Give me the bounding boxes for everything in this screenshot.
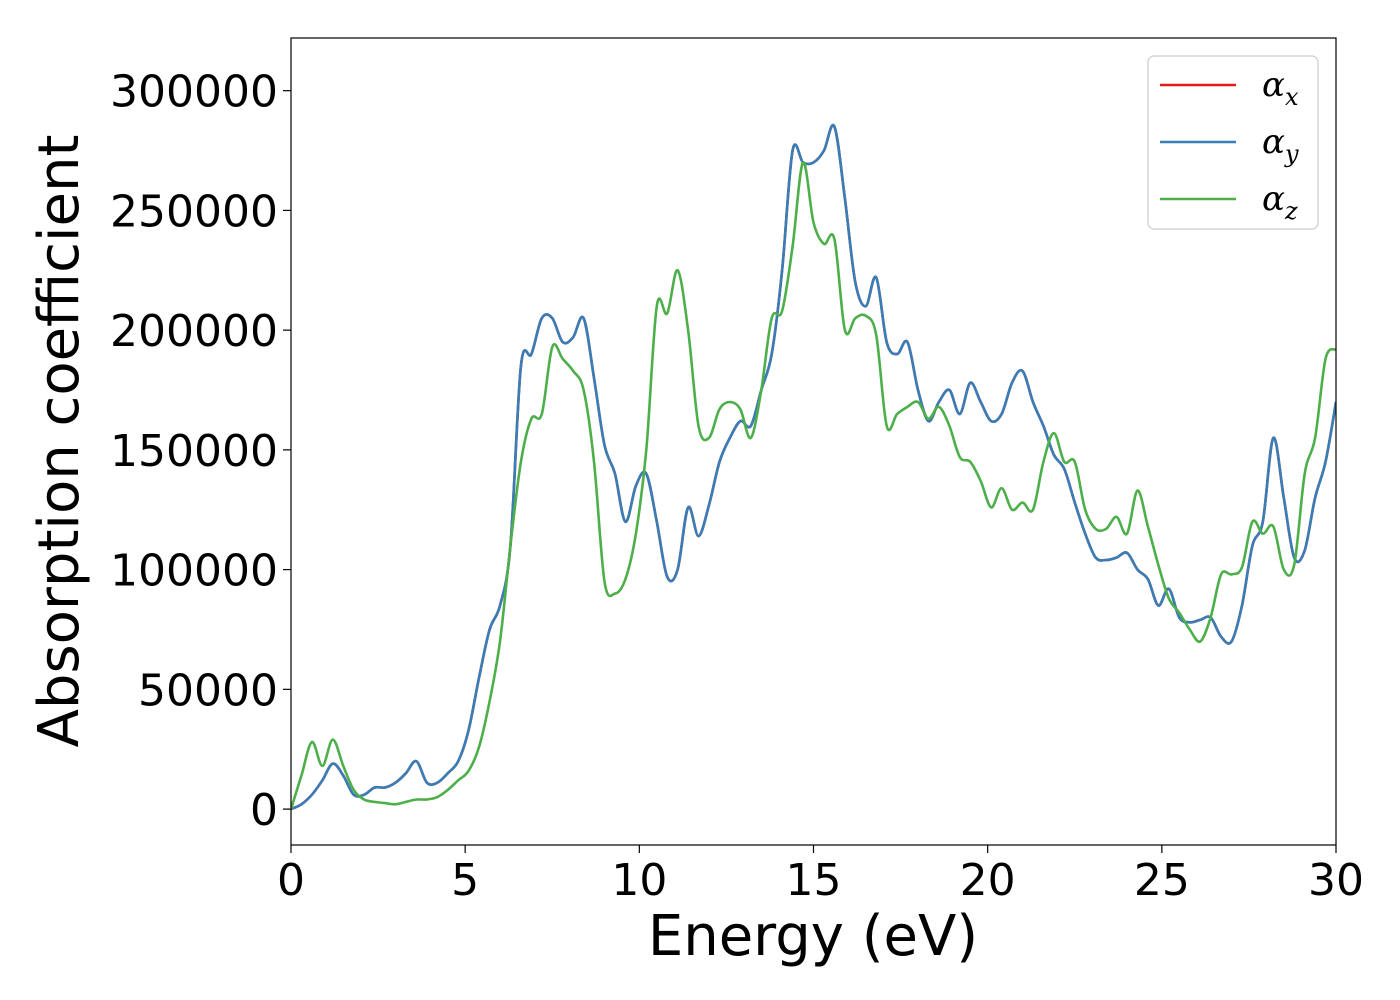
legend-symbol: α — [1262, 122, 1285, 162]
x-tick-label: 20 — [960, 855, 1016, 906]
legend-symbol: α — [1262, 65, 1285, 105]
y-axis-label: Absorption coefficient — [27, 135, 92, 748]
legend-subscript: y — [1284, 140, 1299, 168]
x-tick-label: 0 — [277, 855, 305, 906]
x-tick-label: 30 — [1308, 855, 1364, 906]
x-tick-label: 15 — [786, 855, 842, 906]
x-axis-label: Energy (eV) — [648, 904, 978, 969]
y-tick-label: 50000 — [138, 665, 278, 716]
series-line-alpha-y — [291, 123, 1336, 811]
x-axis: 0 5 10 15 20 25 30 — [277, 845, 1364, 906]
legend-label-alpha-x: αx — [1262, 65, 1299, 111]
legend-subscript: x — [1285, 83, 1299, 111]
y-tick-label: 0 — [250, 785, 278, 836]
series-line-alpha-z — [291, 161, 1336, 810]
y-tick-label: 200000 — [110, 306, 278, 357]
legend-label-alpha-y: αy — [1262, 122, 1299, 168]
legend-label-alpha-z: αz — [1262, 179, 1298, 225]
legend-symbol: α — [1262, 179, 1285, 219]
y-tick-label: 150000 — [110, 426, 278, 477]
y-tick-label: 250000 — [110, 186, 278, 237]
legend-subscript: z — [1284, 197, 1298, 225]
y-tick-label: 300000 — [110, 67, 278, 118]
series-layer — [291, 123, 1336, 811]
y-axis: 0 50000 100000 150000 200000 250000 300000 — [110, 67, 291, 836]
y-tick-label: 100000 — [110, 546, 278, 597]
plot-area — [290, 37, 1337, 846]
x-tick-label: 5 — [451, 855, 479, 906]
x-tick-label: 25 — [1134, 855, 1190, 906]
x-tick-label: 10 — [611, 855, 667, 906]
